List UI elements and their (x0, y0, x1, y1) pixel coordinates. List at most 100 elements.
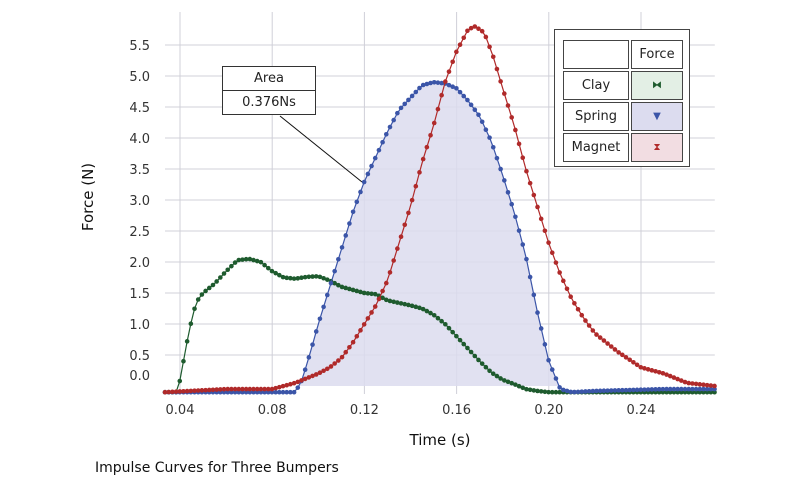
magnet-data-point (631, 359, 636, 365)
y-tick-label: 5.5 (129, 39, 150, 54)
clay-data-point (546, 389, 551, 395)
spring-data-point (623, 387, 629, 393)
legend-item-clay: Clay ⧓ (563, 71, 683, 100)
magnet-data-point (380, 288, 385, 294)
spring-data-point (398, 105, 404, 111)
magnet-data-point (343, 349, 349, 355)
clay-data-point (243, 256, 249, 262)
magnet-data-point (572, 300, 577, 306)
magnet-data-point (236, 386, 242, 392)
spring-data-point (583, 389, 588, 394)
magnet-data-point (557, 270, 562, 275)
spring-data-point (513, 214, 518, 220)
clay-data-point (509, 380, 514, 386)
clay-data-point (262, 262, 267, 268)
spring-data-point (406, 97, 411, 103)
y-tick-label: 2.0 (129, 256, 150, 271)
spring-data-point (446, 82, 452, 88)
spring-data-point (520, 242, 526, 247)
magnet-data-point (247, 386, 253, 392)
magnet-data-point (561, 278, 566, 284)
clay-data-point (332, 280, 337, 286)
clay-data-point (538, 389, 544, 394)
magnet-data-point (218, 387, 223, 392)
spring-data-point (277, 389, 282, 395)
magnet-data-point (387, 270, 393, 275)
magnet-data-point (653, 369, 658, 374)
magnet-data-point (317, 370, 323, 376)
clay-data-point (365, 291, 371, 296)
magnet-data-point (586, 323, 592, 328)
magnet-data-point (454, 49, 459, 55)
spring-data-point (313, 329, 319, 334)
clay-data-point (310, 274, 315, 279)
clay-data-point (402, 301, 408, 307)
clay-data-point (524, 386, 529, 392)
spring-data-point (704, 386, 710, 392)
spring-data-point (365, 171, 371, 177)
spring-data-point (564, 388, 570, 394)
magnet-data-point (535, 204, 540, 210)
spring-data-point (642, 387, 647, 392)
clay-data-point (431, 312, 437, 318)
clay-data-point (435, 315, 441, 321)
spring-data-point (476, 112, 481, 118)
clay-data-point (443, 321, 448, 327)
magnet-data-point (645, 367, 651, 372)
clay-marker-icon: ⧓ (631, 71, 683, 100)
clay-data-point (203, 288, 208, 294)
magnet-data-point (291, 380, 297, 386)
clay-data-point (454, 333, 459, 339)
clay-data-point (450, 329, 455, 335)
clay-data-point (457, 337, 463, 343)
clay-data-point (188, 321, 194, 326)
magnet-data-point (269, 386, 275, 392)
magnet-data-point (424, 144, 430, 150)
spring-data-point (608, 388, 614, 393)
magnet-data-point (524, 168, 529, 174)
clay-data-point (428, 310, 433, 316)
clay-data-point (229, 263, 234, 269)
spring-data-point (631, 387, 636, 393)
spring-data-point (465, 97, 470, 103)
y-tick-label: 1.5 (129, 287, 150, 302)
magnet-data-point (616, 350, 621, 355)
annotation-title: Area (223, 67, 315, 91)
magnet-data-point (177, 389, 183, 394)
spring-data-point (317, 316, 323, 322)
clay-data-point (295, 276, 301, 281)
clay-data-point (505, 379, 511, 385)
magnet-data-point (431, 120, 437, 126)
clay-data-point (258, 259, 264, 265)
magnet-data-point (601, 338, 607, 343)
spring-data-point (546, 357, 551, 363)
y-tick-label: 3.5 (129, 163, 150, 178)
spring-data-point (509, 201, 514, 207)
spring-data-point (354, 199, 360, 205)
spring-data-point (361, 179, 367, 185)
magnet-data-point (310, 373, 315, 379)
magnet-data-point (413, 183, 419, 189)
clay-data-point (350, 287, 356, 293)
legend-header: Force (631, 40, 683, 69)
magnet-data-point (701, 382, 706, 388)
spring-data-point (302, 367, 308, 373)
y-tick-label: 4.0 (129, 132, 150, 147)
magnet-data-point (273, 385, 278, 391)
clay-data-point (236, 257, 242, 263)
clay-data-point (553, 389, 559, 395)
spring-data-point (572, 389, 577, 395)
y-tick-label: 2.5 (129, 225, 150, 240)
x-tick-label: 0.24 (627, 403, 656, 418)
magnet-data-point (192, 388, 197, 394)
clay-data-point (210, 282, 216, 288)
magnet-data-point (627, 357, 633, 363)
spring-data-point (321, 304, 326, 310)
clay-data-point (181, 358, 186, 364)
spring-data-point (457, 89, 463, 95)
magnet-data-point (324, 366, 330, 372)
magnet-data-point (417, 170, 422, 175)
clay-data-point (498, 376, 503, 381)
clay-data-point (527, 387, 533, 393)
